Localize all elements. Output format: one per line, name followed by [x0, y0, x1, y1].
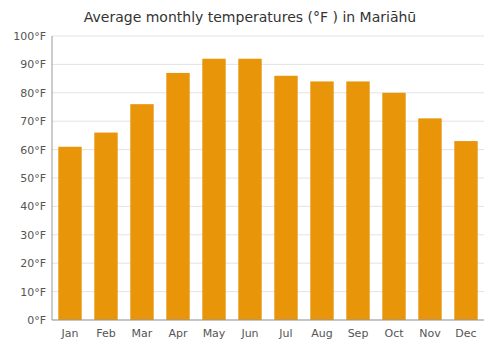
- bar: [94, 133, 117, 320]
- x-tick-label: May: [203, 327, 226, 340]
- x-tick-label: Jan: [61, 327, 79, 340]
- grid-line: [52, 320, 484, 321]
- y-tick-label: 100°F: [13, 30, 46, 43]
- bar: [238, 59, 261, 320]
- x-tick-label: Apr: [168, 327, 188, 340]
- x-tick-label: Dec: [455, 327, 476, 340]
- x-tick-label: Oct: [384, 327, 404, 340]
- y-tick-label: 70°F: [20, 115, 46, 128]
- chart-container: Average monthly temperatures (°F ) in Ma…: [0, 0, 500, 350]
- x-tick-label: Sep: [348, 327, 369, 340]
- bar: [454, 141, 477, 320]
- bar: [130, 104, 153, 320]
- y-axis: 0°F 10°F 20°F 30°F 40°F 50°F 60°F 70°F 80°F 90°F 1…: [13, 30, 484, 327]
- bar: [310, 81, 333, 320]
- y-axis-line: [52, 36, 53, 320]
- y-tick-label: 80°F: [20, 87, 46, 100]
- y-tick-label: 60°F: [20, 144, 46, 157]
- grid-line: [52, 36, 484, 37]
- y-tick-label: 50°F: [20, 172, 46, 185]
- y-tick-label: 40°F: [20, 200, 46, 213]
- x-axis: Jan Feb Mar Apr May Jun Jul Aug Sep Oct Nov Dec: [61, 327, 477, 340]
- grid-line: [52, 92, 484, 93]
- y-tick-label: 30°F: [20, 229, 46, 242]
- y-tick-label: 20°F: [20, 257, 46, 270]
- x-tick-label: Feb: [96, 327, 115, 340]
- chart-svg: Average monthly temperatures (°F ) in Ma…: [0, 0, 500, 350]
- bar: [346, 81, 369, 320]
- title: Average monthly temperatures (°F ) in Ma…: [84, 9, 416, 25]
- y-tick-label: 0°F: [27, 314, 46, 327]
- y-tick-label: 10°F: [20, 286, 46, 299]
- bar: [274, 76, 297, 320]
- grid-line: [52, 64, 484, 65]
- x-tick-label: Mar: [132, 327, 153, 340]
- x-tick-label: Aug: [311, 327, 332, 340]
- bars: [58, 59, 477, 320]
- x-axis-line: [52, 320, 484, 321]
- bar: [382, 93, 405, 320]
- y-tick-label: 90°F: [20, 58, 46, 71]
- x-tick-label: Jun: [240, 327, 258, 340]
- bar: [58, 147, 81, 320]
- x-tick-label: Nov: [419, 327, 441, 340]
- bar: [418, 118, 441, 320]
- bar: [202, 59, 225, 320]
- x-tick-label: Jul: [278, 327, 292, 340]
- bar: [166, 73, 189, 320]
